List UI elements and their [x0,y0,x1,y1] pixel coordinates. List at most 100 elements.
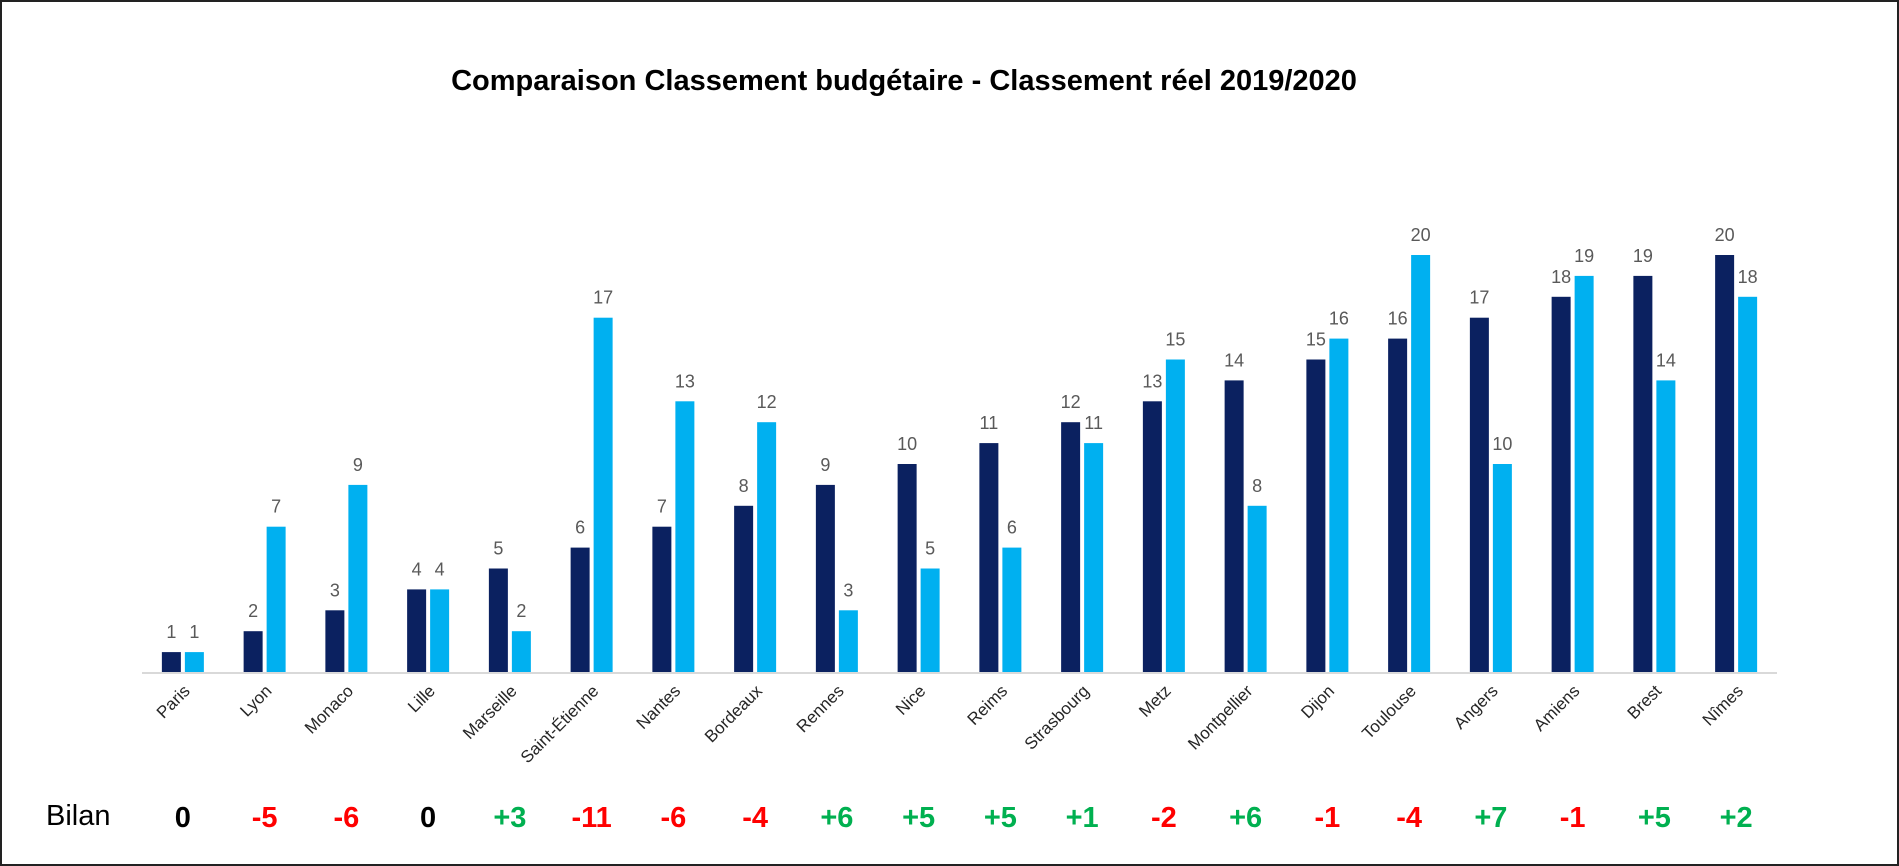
category-label: Saint-Étienne [517,681,603,767]
category-label: Nice [892,681,929,718]
data-label: 3 [330,580,340,600]
category-label: Metz [1135,681,1174,720]
bar-series-1 [979,443,999,673]
data-label: 18 [1551,267,1571,287]
data-label: 11 [1084,413,1103,433]
bilan-value: +5 [1638,802,1671,834]
data-label: 11 [980,413,999,433]
data-label: 14 [1224,350,1244,370]
bar-series-1 [1306,359,1326,673]
category-label: Toulouse [1358,681,1420,743]
bar-series-1 [1715,255,1735,673]
bar-series-1 [1633,275,1653,673]
bar-series-1 [1469,317,1489,673]
chart-title: Comparaison Classement budgétaire - Clas… [451,65,1357,97]
data-label: 3 [843,580,853,600]
bar-series-2 [348,484,368,673]
bar-series-2 [184,652,204,673]
data-label: 16 [1329,309,1349,329]
bar-series-2 [1738,296,1758,673]
bar-series-2 [1329,338,1349,673]
bar-series-2 [1165,359,1185,673]
data-label: 20 [1411,225,1431,245]
data-label: 4 [412,559,422,579]
category-label: Amiens [1530,681,1584,735]
category-label: Strasbourg [1021,681,1093,753]
bilan-value: -4 [1396,802,1422,834]
data-label: 18 [1738,267,1758,287]
data-label: 5 [925,539,935,559]
bar-series-1 [1388,338,1408,673]
category-label: Nîmes [1699,681,1747,729]
bar-series-1 [1551,296,1571,673]
bar-series-2 [266,526,286,673]
category-label: Dijon [1297,681,1338,722]
data-label: 5 [493,539,503,559]
data-label: 19 [1574,246,1594,266]
category-label: Lyon [236,681,275,720]
category-label: Monaco [301,681,357,737]
category-label: Angers [1450,681,1502,733]
bar-series-1 [1224,380,1244,673]
bar-series-2 [920,568,940,673]
data-label: 15 [1165,330,1185,350]
data-label: 1 [166,622,176,642]
category-label: Reims [964,681,1011,728]
category-label: Marseille [459,681,521,743]
bilan-value: -6 [333,802,359,834]
bar-series-2 [430,589,450,673]
bilan-value: +3 [493,802,526,834]
bar-series-2 [1247,505,1267,673]
data-label: 19 [1633,246,1653,266]
bar-series-1 [815,484,835,673]
data-label: 14 [1656,350,1676,370]
data-label: 10 [1492,434,1512,454]
data-label: 16 [1388,309,1408,329]
data-label: 8 [739,476,749,496]
bar-series-1 [161,652,181,673]
data-label: 8 [1252,476,1262,496]
bar-series-2 [1002,547,1022,673]
bilan-value: -4 [742,802,768,834]
data-label: 13 [675,371,695,391]
bar-series-2 [757,422,777,673]
data-label: 1 [189,622,199,642]
data-label: 2 [248,601,258,621]
bilan-value: +2 [1720,802,1753,834]
bar-series-2 [1574,275,1594,673]
data-label: 20 [1715,225,1735,245]
data-label: 12 [757,392,777,412]
bar-series-2 [593,317,613,673]
bar-series-2 [1084,443,1104,673]
bilan-value: +5 [902,802,935,834]
category-label: Montpellier [1184,681,1256,753]
bar-series-2 [675,401,695,673]
bilan-value: -1 [1314,802,1340,834]
bilan-value: +6 [820,802,853,834]
bilan-value: -1 [1560,802,1586,834]
data-label: 13 [1142,371,1162,391]
bilan-value: -5 [252,802,278,834]
data-label: 6 [575,518,585,538]
category-label: Rennes [793,681,848,736]
bilan-value: -2 [1151,802,1177,834]
bilan-value: 0 [175,802,191,834]
bilan-label: Bilan [46,800,111,832]
bilan-values: 0 -5 -6 0 +3 -11 -6 -4 +6 +5 +5 +1 -2 +6 -1 -4 +7 -1 +5 +2 [175,802,1753,834]
bilan-value: +1 [1066,802,1099,834]
bilan-value: 0 [420,802,436,834]
bar-series-1 [243,631,263,673]
data-label: 15 [1306,330,1326,350]
data-label: 12 [1061,392,1081,412]
bar-series-2 [838,610,858,673]
data-label: 7 [657,497,667,517]
category-label: Nantes [633,681,685,733]
bar-series-2 [1492,464,1512,673]
data-label: 9 [820,455,830,475]
bar-series-1 [570,547,590,673]
data-label: 2 [516,601,526,621]
data-label: 17 [1469,288,1489,308]
